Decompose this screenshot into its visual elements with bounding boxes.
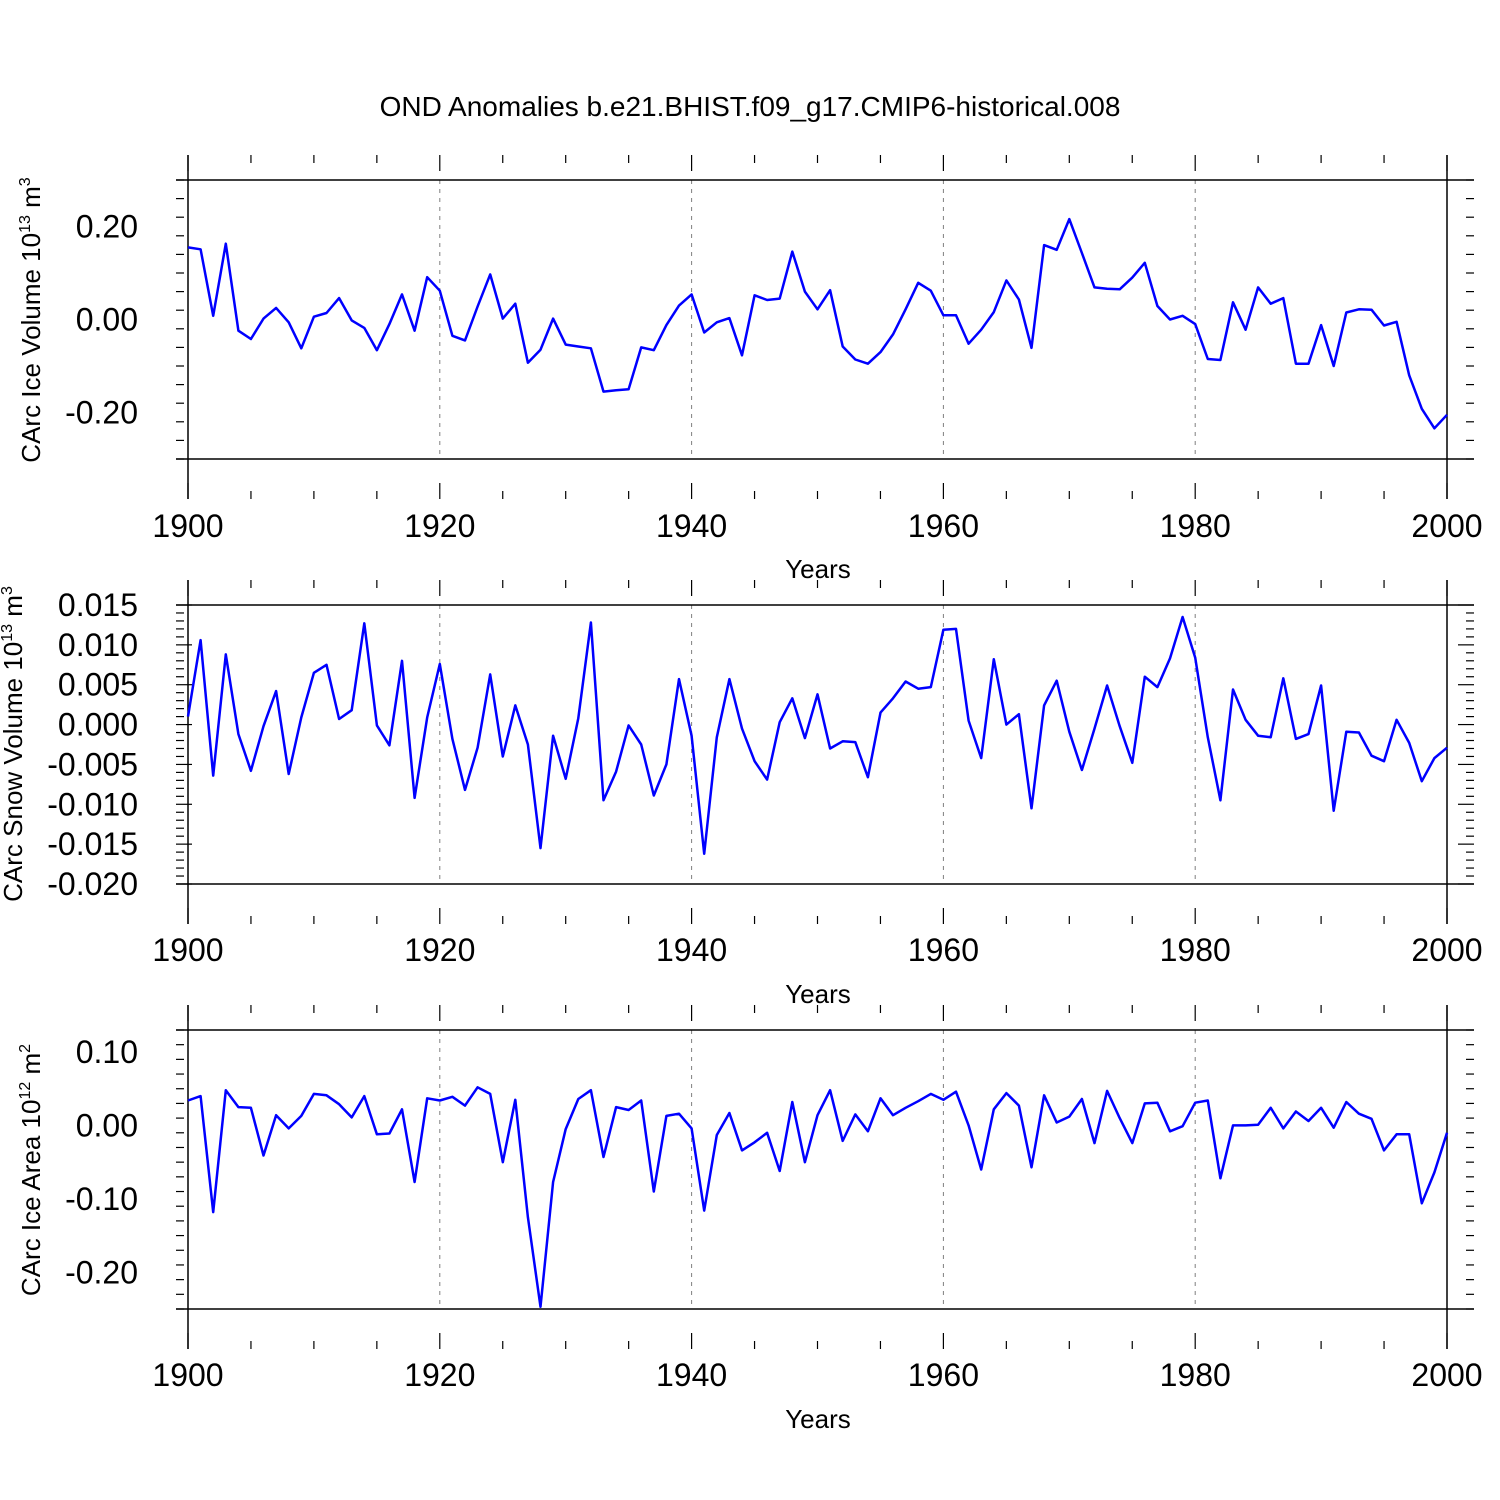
y-tick-label: -0.20 — [65, 1254, 138, 1290]
x-tick-label: 1900 — [152, 932, 223, 968]
chart-panel-ice-volume: 0.20 0.00 -0.20 1900 1920 1940 1960 1980 2000 Yea… — [16, 155, 1483, 584]
y-tick-label: -0.020 — [47, 866, 138, 902]
x-tick-label: 1940 — [656, 1357, 727, 1393]
y-axis-title: CArc Snow Volume 1013 m3 — [0, 586, 28, 902]
x-tick-label: 2000 — [1411, 508, 1482, 544]
x-tick-label: 1940 — [656, 508, 727, 544]
y-tick-label: -0.20 — [65, 395, 138, 431]
x-tick-label: 1960 — [908, 508, 979, 544]
chart-title: OND Anomalies b.e21.BHIST.f09_g17.CMIP6-… — [380, 91, 1121, 122]
x-tick-label: 1980 — [1160, 1357, 1231, 1393]
x-tick-label: 1940 — [656, 932, 727, 968]
chart-panel-snow-volume: 0.015 0.010 0.005 0.000-0.005 -0.010 -0.015 -0… — [0, 580, 1483, 1009]
x-tick-label: 1960 — [908, 932, 979, 968]
x-tick-label: 1960 — [908, 1357, 979, 1393]
x-tick-label: 1980 — [1160, 932, 1231, 968]
x-tick-label: 1920 — [404, 932, 475, 968]
y-tick-label: -0.010 — [47, 786, 138, 822]
x-tick-label: 1920 — [404, 1357, 475, 1393]
x-axis-title: Years — [785, 979, 851, 1009]
data-series-line — [187, 1086, 1449, 1309]
y-tick-label: 0.015 — [58, 587, 138, 623]
x-axis-title: Years — [785, 554, 851, 584]
y-tick-label: 0.000 — [58, 707, 138, 743]
y-axis-title: CArc Ice Area 1012 m2 — [16, 1044, 46, 1296]
x-axis-title: Years — [785, 1404, 851, 1434]
x-tick-label: 1920 — [404, 508, 475, 544]
x-tick-label: 1900 — [152, 508, 223, 544]
data-series-line — [187, 217, 1448, 430]
y-tick-label: 0.005 — [58, 667, 138, 703]
x-tick-label: 1980 — [1160, 508, 1231, 544]
chart-panel-ice-area: 0.10 0.00 -0.10 -0.20 1900 1920 1940 1960 1980 20… — [16, 1005, 1483, 1434]
y-tick-label: -0.005 — [47, 746, 138, 782]
y-tick-label: -0.015 — [47, 826, 138, 862]
x-tick-label: 2000 — [1411, 932, 1482, 968]
x-tick-label: 2000 — [1411, 1357, 1482, 1393]
x-tick-label: 1900 — [152, 1357, 223, 1393]
y-tick-label: 0.010 — [58, 627, 138, 663]
y-tick-label: 0.20 — [76, 209, 138, 245]
data-series-line — [186, 615, 1448, 855]
y-axis-title: CArc Ice Volume 1013 m3 — [16, 177, 46, 462]
y-tick-label: -0.10 — [65, 1181, 138, 1217]
y-tick-label: 0.10 — [76, 1034, 138, 1070]
y-tick-label: 0.00 — [76, 1107, 138, 1143]
y-tick-label: 0.00 — [76, 302, 138, 338]
